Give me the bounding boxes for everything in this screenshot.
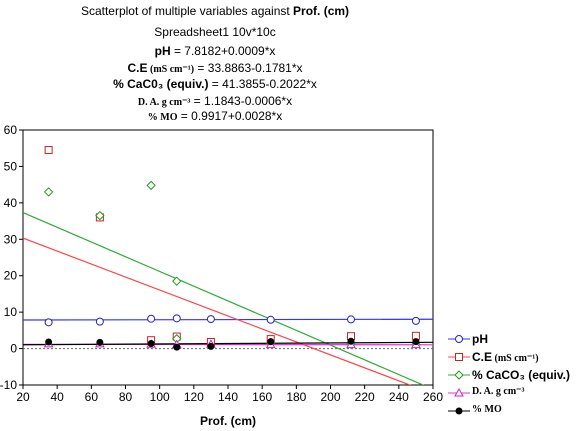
equation-ce-formula: = 33.8863-0.1781*x xyxy=(194,61,303,75)
equation-da-formula: = 1.1843-0.0006*x xyxy=(190,94,293,108)
x-tick-label: 260 xyxy=(423,390,443,404)
data-point-series-4 xyxy=(347,337,355,345)
data-point-series-4 xyxy=(45,338,53,346)
equation-da-label: D. A. g cm⁻³ xyxy=(137,97,191,108)
chart-title: Scatterplot of multiple variables agains… xyxy=(0,4,430,18)
data-point-series-0 xyxy=(411,316,420,325)
fit-line-series-2 xyxy=(23,211,425,385)
data-point-series-2 xyxy=(43,187,54,197)
legend-marker-da-icon xyxy=(448,387,470,397)
y-tick-label: 30 xyxy=(4,232,18,246)
equation-da: D. A. g cm⁻³ = 1.1843-0.0006*x xyxy=(0,94,430,110)
legend-label-ce-unit: (mS cm⁻¹) xyxy=(492,353,539,364)
legend-label-caco3: % CaCO₃ (equiv.) xyxy=(472,368,571,382)
legend-marker-mo-icon xyxy=(448,407,470,415)
data-point-series-4 xyxy=(412,338,420,346)
chart-title-variable: Prof. (cm) xyxy=(293,4,350,18)
fit-line-series-0 xyxy=(23,318,433,321)
legend-label-ce-name: C.E xyxy=(472,350,493,364)
equation-ce: C.E (mS cm⁻¹) = 33.8863-0.1781*x xyxy=(0,61,430,77)
x-tick-label: 240 xyxy=(389,390,409,404)
equation-ph-formula: = 7.8182+0.0009*x xyxy=(170,44,276,58)
legend-item-da: D. A. g cm⁻³ xyxy=(448,386,576,404)
data-point-series-4 xyxy=(173,343,181,351)
data-point-series-0 xyxy=(147,314,156,323)
equation-ce-unit: (mS cm⁻¹) xyxy=(147,64,195,75)
equation-caco3: % CaC0₃ (equiv.) = 41.3855-0.2022*x xyxy=(0,77,430,91)
x-axis-title: Prof. (cm) xyxy=(200,414,256,428)
legend-item-ph: pH xyxy=(448,332,576,350)
legend: pH C.E (mS cm⁻¹) % CaCO₃ (equiv.) D. A. … xyxy=(448,332,576,422)
data-point-series-0 xyxy=(266,315,275,324)
legend-marker-ce-icon xyxy=(448,353,470,361)
equation-ph: pH = 7.8182+0.0009*x xyxy=(0,44,430,58)
x-tick-label: 160 xyxy=(252,390,272,404)
data-point-series-4 xyxy=(147,339,155,347)
y-tick-label: 20 xyxy=(4,269,18,283)
y-tick-label: 50 xyxy=(4,159,18,173)
data-point-series-0 xyxy=(95,317,104,326)
plot-area xyxy=(22,129,434,386)
x-tick-label: 20 xyxy=(16,390,30,404)
legend-item-ce: C.E (mS cm⁻¹) xyxy=(448,350,576,368)
data-point-series-4 xyxy=(207,342,215,350)
data-point-series-1 xyxy=(44,146,53,155)
x-tick-label: 200 xyxy=(320,390,340,404)
x-tick-label: 60 xyxy=(85,390,99,404)
equation-caco3-label: % CaC0₃ (equiv.) xyxy=(113,77,209,91)
y-tick-label: 40 xyxy=(4,196,18,210)
chart-title-prefix: Scatterplot of multiple variables agains… xyxy=(80,4,294,18)
legend-item-mo: % MO xyxy=(448,404,576,422)
legend-label-da: D. A. g cm⁻³ xyxy=(472,386,525,397)
equation-mo-formula: = 0.9917+0.0028*x xyxy=(177,109,283,123)
equation-caco3-formula: = 41.3855-0.2022*x xyxy=(208,77,317,91)
x-tick-label: 40 xyxy=(50,390,64,404)
data-point-series-4 xyxy=(96,338,104,346)
legend-label-ce: C.E (mS cm⁻¹) xyxy=(472,350,539,364)
x-tick-label: 100 xyxy=(150,390,170,404)
data-point-series-4 xyxy=(267,338,275,346)
data-point-series-0 xyxy=(347,315,355,324)
data-point-series-0 xyxy=(44,318,53,327)
fit-line-series-4 xyxy=(23,341,433,346)
y-tick-label: 10 xyxy=(4,305,18,319)
legend-marker-ph-icon xyxy=(448,335,470,343)
fit-line-series-1 xyxy=(23,237,412,385)
data-point-series-0 xyxy=(172,314,181,323)
legend-item-caco3: % CaCO₃ (equiv.) xyxy=(448,368,576,386)
y-tick-label: 60 xyxy=(4,123,18,137)
data-point-series-0 xyxy=(206,315,215,324)
data-point-series-2 xyxy=(95,210,105,221)
x-tick-label: 220 xyxy=(355,390,375,404)
x-tick-label: 80 xyxy=(119,390,133,404)
data-point-series-2 xyxy=(146,180,156,191)
chart-subtitle: Spreadsheet1 10v*10c xyxy=(154,25,276,39)
legend-label-mo: % MO xyxy=(472,404,502,415)
equation-ph-label: pH xyxy=(154,44,171,58)
data-point-series-2 xyxy=(172,276,182,286)
equation-mo: % MO = 0.9917+0.0028*x xyxy=(0,109,430,125)
y-tick-label: 0 xyxy=(10,342,17,356)
x-tick-label: 120 xyxy=(184,390,204,404)
x-tick-label: 140 xyxy=(218,390,238,404)
equation-ce-label: C.E xyxy=(127,61,148,75)
x-tick-label: 180 xyxy=(286,390,306,404)
equation-mo-label: % MO xyxy=(147,112,178,123)
legend-label-ph: pH xyxy=(472,332,488,346)
legend-marker-caco3-icon xyxy=(448,370,470,380)
y-tick-label: -10 xyxy=(0,378,17,392)
